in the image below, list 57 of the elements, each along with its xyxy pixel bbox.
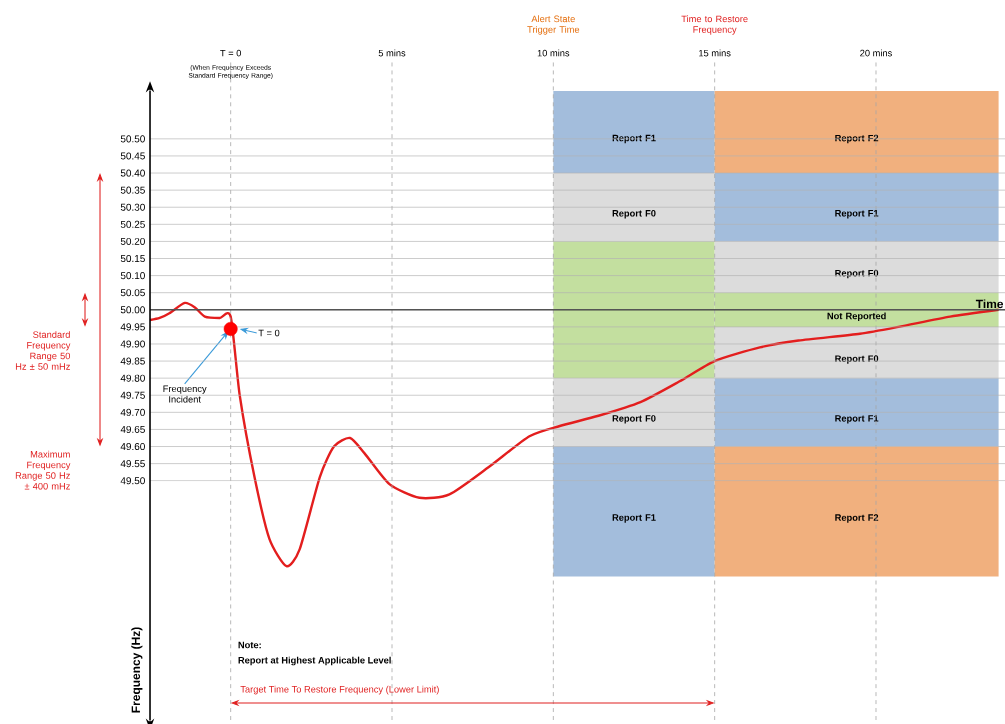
y-tick-label: 49.60 xyxy=(120,443,145,451)
data-label: Report F1 xyxy=(835,210,879,219)
ref-line-label: 20 mins xyxy=(860,49,892,57)
y-tick-label: 50.40 xyxy=(120,169,145,177)
y-tick-label: 49.95 xyxy=(120,323,145,331)
data-label: Report F1 xyxy=(612,134,656,144)
annotation: Frequency Incident xyxy=(163,385,207,403)
y-tick-label: 49.70 xyxy=(120,408,145,416)
ref-line-label: 5 mins xyxy=(378,49,406,57)
annotation: T = 0 xyxy=(258,329,280,337)
y-tick-label: 50.45 xyxy=(120,152,145,160)
y-tick-label: 50.50 xyxy=(120,135,145,143)
y-tick-label: 50.00 xyxy=(120,306,145,314)
annotation: Target Time To Restore Frequency (Lower Limit) xyxy=(240,685,439,695)
data-label: Report F0 xyxy=(835,355,879,364)
data-label: Report F1 xyxy=(835,415,879,424)
text: Time to Restore Frequency xyxy=(681,15,748,35)
y-tick-label: 50.20 xyxy=(120,237,145,245)
y-tick-label: 49.65 xyxy=(120,425,145,433)
data-label: Report F0 xyxy=(835,269,879,279)
y-tick-label: 49.50 xyxy=(120,477,145,485)
bar xyxy=(714,91,999,174)
bar xyxy=(714,446,999,577)
y-axis-title: Frequency (Hz) xyxy=(131,627,143,713)
bar xyxy=(714,241,999,293)
ref-line-label: Time xyxy=(975,299,1004,309)
data-label: Report F2 xyxy=(835,134,879,144)
bar xyxy=(553,91,715,174)
data-label: Report F0 xyxy=(612,210,656,219)
data-label: Report F1 xyxy=(612,514,656,523)
y-tick-label: 50.10 xyxy=(120,272,145,280)
y-tick-label: 50.30 xyxy=(120,203,145,211)
text: Maximum Frequency Range 50 Hz ± 400 mHz xyxy=(15,450,71,490)
y-tick-label: 49.90 xyxy=(120,340,145,348)
bar xyxy=(714,173,999,242)
annotation: Report at Highest Applicable Level xyxy=(238,656,391,666)
y-tick-label: 49.55 xyxy=(120,460,145,468)
y-tick-label: 50.35 xyxy=(120,186,145,194)
data-label: Report F0 xyxy=(612,415,656,424)
y-tick-label: 50.15 xyxy=(120,254,145,263)
ref-line-label: 10 mins xyxy=(537,49,570,57)
data-label: Not Reported xyxy=(827,312,886,322)
bar xyxy=(553,378,715,447)
ref-line-label: T = 0 xyxy=(220,49,242,57)
bar xyxy=(553,173,715,242)
y-tick-label: 50.05 xyxy=(120,289,145,297)
y-tick-label: 49.75 xyxy=(120,391,145,399)
annotation: Note: xyxy=(238,641,261,649)
text: Alert State Trigger Time xyxy=(527,15,580,35)
y-tick-label: 49.80 xyxy=(120,374,145,382)
y-tick-label: 49.85 xyxy=(120,357,145,365)
bar xyxy=(714,378,999,447)
bar xyxy=(553,446,715,577)
ref-line-label: 15 mins xyxy=(699,49,731,57)
text: Standard Frequency Range 50 Hz ± 50 mHz xyxy=(15,331,71,370)
data-label: Report F2 xyxy=(835,514,879,523)
y-tick-label: 50.25 xyxy=(120,220,145,228)
